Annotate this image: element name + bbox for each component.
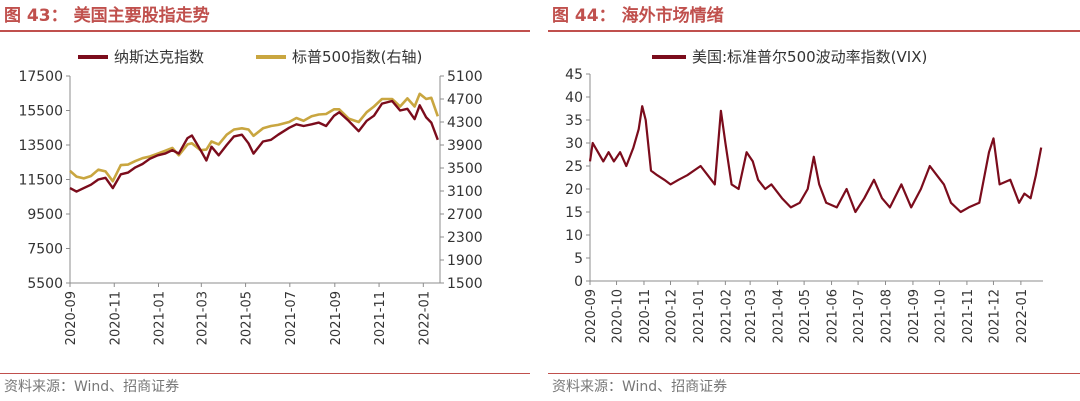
x-tick-label: 2021-09 [907,289,922,343]
nasdaq-line [69,99,439,193]
right-y-tick-label: 5100 [447,69,483,85]
figure-43-title-colon: ： [50,6,68,26]
y-tick-label: 40 [565,90,583,106]
right-y-tick-label: 2300 [447,230,483,246]
left-y-tick-label: 13500 [18,138,63,154]
x-tick-label: 2020-12 [665,289,680,343]
x-tick-label: 2021-05 [240,291,255,345]
figure-43-title-text: 美国主要股指走势 [73,6,210,26]
figure-43-bottom-rule [0,373,530,374]
x-tick-label: 2021-04 [772,289,787,343]
x-tick-label: 2021-09 [329,291,344,345]
y-tick-label: 25 [565,159,583,175]
x-tick-label: 2021-08 [880,289,895,343]
x-tick-label: 2021-01 [153,291,168,345]
right-y-tick-label: 1500 [447,276,483,292]
right-y-tick-label: 3100 [447,184,483,200]
x-tick-label: 2020-10 [611,289,626,343]
x-tick-label: 2022-01 [1015,289,1030,343]
y-tick-label: 10 [565,228,583,244]
figure-44-source: 资料来源：Wind、招商证券 [552,379,728,395]
y-tick-label: 0 [574,274,583,290]
left-y-tick-label: 15500 [18,104,63,120]
x-tick-label: 2021-03 [744,289,759,343]
x-tick-label: 2021-02 [719,289,734,343]
right-y-tick-label: 2700 [447,207,483,223]
left-y-tick-label: 11500 [18,173,63,189]
x-tick-label: 2022-01 [417,291,432,345]
x-tick-label: 2021-10 [933,289,948,343]
x-tick-label: 2021-12 [987,289,1002,343]
nasdaq-sp500-chart: 5500 7500 9500 11500 13500 15500 17500 1500 1900… [18,48,483,345]
left-y-tick-label: 7500 [27,242,63,258]
right-y-tick-label: 4300 [447,115,483,131]
figure-44-title-text: 海外市场情绪 [621,6,724,26]
x-tick-label: 2020-09 [64,291,79,345]
x-tick-label: 2021-05 [798,289,813,343]
legend-label: 美国:标准普尔500波动率指数(VIX) [692,48,927,66]
x-tick-label: 2020-09 [584,289,599,343]
right-y-tick-label: 3500 [447,161,483,177]
figure-43-panel: 图 43： 美国主要股指走势 5500 7500 9500 11500 13500 1550… [0,0,530,401]
x-tick-label: 2021-11 [373,291,388,345]
figure-44-number: 图 44 [552,6,599,26]
x-tick-label: 2021-07 [284,291,299,345]
y-tick-label: 45 [565,67,583,83]
x-tick-label: 2021-01 [692,289,707,343]
x-tick-label: 2020-11 [108,291,123,345]
legend-label: 纳斯达克指数 [114,48,204,66]
figure-43-title: 图 43： 美国主要股指走势 [4,2,210,30]
x-tick-label: 2021-07 [852,289,867,343]
left-y-tick-label: 9500 [27,207,63,223]
y-tick-label: 35 [565,113,583,129]
legend-label: 标普500指数(右轴) [292,48,422,66]
x-tick-label: 2021-11 [961,289,976,343]
left-y-tick-label: 17500 [18,69,63,85]
y-tick-label: 5 [574,251,583,267]
figure-43-number: 图 43 [4,6,51,26]
x-tick-label: 2021-06 [826,289,841,343]
y-tick-label: 20 [565,182,583,198]
x-tick-label: 2020-11 [638,289,653,343]
figure-43-source: 资料来源：Wind、招商证券 [4,379,180,395]
vix-line [588,105,1043,214]
y-tick-label: 15 [565,205,583,221]
right-y-tick-label: 3900 [447,138,483,154]
sp500-line [69,92,440,183]
figure-44-bottom-rule [548,373,1080,374]
y-tick-label: 30 [565,136,583,152]
figure-44-title-colon: ： [598,6,616,26]
vix-chart: 0 5 10 15 20 25 30 35 40 45 2020-09 2020-10 2020-11 2… [565,48,1043,343]
right-y-tick-label: 1900 [447,253,483,269]
figure-44-panel: 图 44： 海外市场情绪 0 5 10 15 20 25 30 35 40 45 2020-09 202… [548,0,1080,401]
figure-44-title: 图 44： 海外市场情绪 [552,2,724,30]
left-y-tick-label: 5500 [27,276,63,292]
right-y-tick-label: 4700 [447,92,483,108]
figure-44-top-rule [548,30,1080,32]
figure-43-top-rule [0,30,530,32]
x-tick-label: 2021-03 [195,291,210,345]
